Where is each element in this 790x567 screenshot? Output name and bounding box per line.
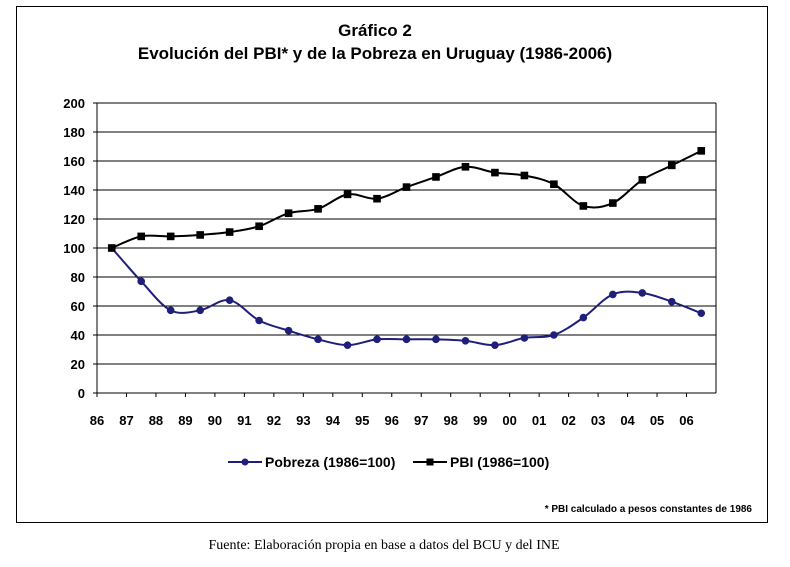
chart-title: Gráfico 2 [338, 21, 412, 40]
axes [93, 102, 717, 397]
series-group [107, 147, 706, 349]
point-pbi-88 [166, 232, 175, 241]
point-pbi-89 [196, 231, 204, 239]
x-tick-label-89: 89 [178, 413, 192, 428]
y-tick-label-20: 20 [71, 357, 85, 372]
chart-annotation: * PBI calculado a pesos constantes de 19… [545, 504, 753, 515]
point-pobreza-92 [284, 326, 293, 335]
x-tick-label-94: 94 [326, 413, 341, 428]
point-pobreza-97 [432, 335, 440, 344]
point-pobreza-90 [225, 296, 234, 305]
point-pbi-91 [255, 222, 263, 231]
gridlines [97, 102, 716, 365]
chart-frame [16, 6, 768, 523]
point-pobreza-95 [373, 335, 381, 344]
point-pbi-02 [579, 202, 588, 210]
y-tick-label-60: 60 [71, 299, 85, 314]
x-tick-label-97: 97 [414, 413, 428, 428]
x-tick-label-06: 06 [679, 413, 693, 428]
point-pbi-06 [697, 147, 706, 155]
point-pobreza-89 [196, 306, 204, 315]
point-pbi-87 [137, 232, 146, 241]
point-pobreza-06 [697, 309, 706, 318]
legend-label-pobreza: Pobreza (1986=100) [265, 454, 395, 470]
y-tick-label-40: 40 [71, 328, 85, 343]
x-tick-label-04: 04 [620, 413, 635, 428]
point-pobreza-91 [255, 316, 263, 325]
x-tick-label-05: 05 [650, 413, 664, 428]
source-note: Fuente: Elaboración propia en base a dat… [208, 538, 560, 553]
y-tick-label-120: 120 [63, 212, 85, 227]
x-tick-label-00: 00 [502, 413, 516, 428]
x-tick-label-96: 96 [385, 413, 399, 428]
point-pbi-90 [225, 228, 234, 236]
legend: Pobreza (1986=100) PBI (1986=100) [228, 454, 549, 470]
point-pobreza-94 [343, 341, 352, 349]
point-pbi-00 [520, 171, 529, 180]
x-tick-labels: 86 87 88 89 90 91 92 93 94 95 96 97 98 99 00 01 02 03 04 05… [90, 413, 694, 428]
x-tick-label-91: 91 [237, 413, 251, 428]
legend-marker-pbi [426, 458, 434, 466]
y-tick-label-180: 180 [63, 125, 85, 140]
point-pbi-86 [107, 244, 116, 252]
point-pbi-01 [550, 180, 558, 188]
point-pobreza-87 [137, 277, 146, 286]
point-pobreza-04 [638, 289, 647, 297]
point-pbi-97 [432, 173, 440, 181]
point-pbi-92 [284, 209, 293, 217]
point-pobreza-88 [166, 306, 175, 315]
x-tick-label-92: 92 [267, 413, 281, 428]
point-pbi-93 [314, 205, 322, 213]
point-pobreza-99 [491, 341, 499, 349]
x-tick-label-01: 01 [532, 413, 546, 428]
point-pbi-95 [373, 194, 381, 203]
y-tick-label-0: 0 [78, 386, 85, 401]
point-pbi-05 [667, 161, 676, 170]
point-pbi-96 [402, 183, 411, 191]
x-tick-label-99: 99 [473, 413, 487, 428]
x-tick-label-90: 90 [208, 413, 222, 428]
y-tick-label-200: 200 [63, 96, 85, 111]
x-tick-label-95: 95 [355, 413, 369, 428]
point-pobreza-03 [609, 290, 617, 299]
point-pbi-04 [638, 176, 647, 184]
x-tick-label-03: 03 [591, 413, 605, 428]
x-tick-label-98: 98 [443, 413, 457, 428]
x-tick-label-02: 02 [561, 413, 575, 428]
point-pobreza-96 [402, 335, 411, 344]
legend-marker-pobreza [241, 458, 249, 466]
y-tick-label-80: 80 [71, 270, 85, 285]
y-tick-label-160: 160 [63, 154, 85, 169]
x-tick-label-87: 87 [119, 413, 133, 428]
x-tick-label-88: 88 [149, 413, 163, 428]
point-pbi-98 [461, 163, 470, 171]
x-tick-label-93: 93 [296, 413, 310, 428]
point-pbi-94 [343, 190, 352, 199]
point-pobreza-00 [520, 334, 529, 342]
legend-item-pbi: PBI (1986=100) [413, 454, 549, 470]
point-pobreza-98 [461, 337, 470, 345]
y-tick-labels: 0 20 40 60 80 100 120 140 160 180 200 [63, 96, 85, 401]
point-pobreza-93 [314, 335, 322, 344]
y-tick-label-140: 140 [63, 183, 85, 198]
chart-subtitle: Evolución del PBI* y de la Pobreza en Ur… [138, 44, 612, 63]
point-pbi-03 [609, 199, 617, 207]
legend-item-pobreza: Pobreza (1986=100) [228, 454, 395, 470]
point-pobreza-01 [550, 331, 558, 339]
point-pobreza-05 [667, 297, 676, 306]
x-tick-label-86: 86 [90, 413, 104, 428]
point-pobreza-02 [579, 313, 588, 322]
y-tick-label-100: 100 [63, 241, 85, 256]
legend-label-pbi: PBI (1986=100) [450, 454, 549, 470]
point-pbi-99 [491, 168, 499, 177]
